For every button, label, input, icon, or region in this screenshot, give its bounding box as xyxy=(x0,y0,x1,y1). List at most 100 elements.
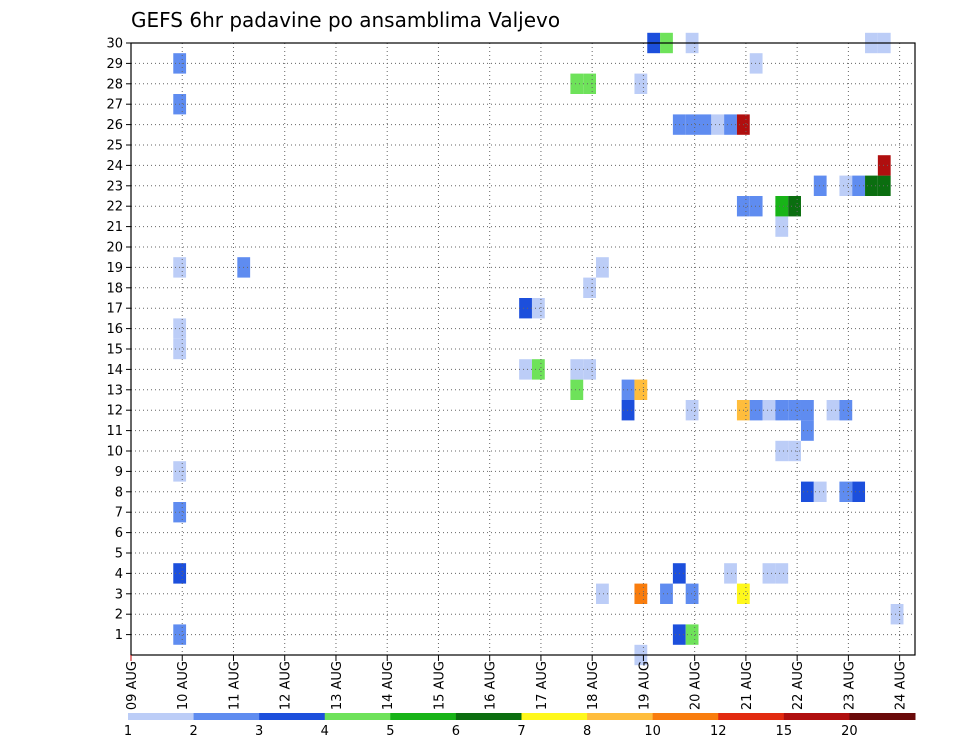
precip-cell xyxy=(839,481,853,502)
precip-cell xyxy=(634,583,648,604)
y-tick-label: 14 xyxy=(106,363,123,378)
colorbar-label: 20 xyxy=(841,724,858,739)
colorbar-label: 3 xyxy=(255,724,263,739)
y-tick-label: 19 xyxy=(106,261,123,276)
precip-cell xyxy=(621,400,635,421)
precip-cell xyxy=(621,379,635,400)
x-tick-label: 11 AUG xyxy=(227,661,242,710)
precip-cell xyxy=(852,481,866,502)
precip-cell xyxy=(724,563,737,584)
precip-cell xyxy=(519,359,532,380)
y-tick-label: 17 xyxy=(106,302,123,317)
colorbar-swatch xyxy=(390,713,457,720)
precip-cell xyxy=(749,400,763,421)
y-tick-label: 22 xyxy=(106,200,123,215)
precip-cell xyxy=(877,175,891,196)
x-tick-label: 15 AUG xyxy=(432,661,447,710)
precip-cell xyxy=(634,379,648,400)
colorbar-swatch xyxy=(521,713,588,720)
y-tick-label: 2 xyxy=(115,608,123,623)
colorbar-label: 15 xyxy=(776,724,793,739)
precip-cell xyxy=(583,277,597,298)
y-tick-label: 16 xyxy=(106,322,123,337)
y-tick-label: 4 xyxy=(115,567,123,582)
precip-cell xyxy=(762,563,776,584)
precip-cell xyxy=(813,481,827,502)
precip-cell xyxy=(685,114,699,135)
colorbar-label: 1 xyxy=(124,724,132,739)
x-tick-label: 13 AUG xyxy=(330,661,345,710)
precip-cell xyxy=(711,114,725,135)
y-tick-label: 18 xyxy=(106,281,123,296)
y-tick-label: 25 xyxy=(106,139,123,154)
y-tick-label: 5 xyxy=(115,547,123,562)
precip-cell xyxy=(890,604,904,625)
y-tick-label: 3 xyxy=(115,587,123,602)
x-tick-label: 12 AUG xyxy=(279,661,294,710)
x-tick-label: 10 AUG xyxy=(176,661,191,710)
precip-cell xyxy=(775,216,789,237)
precip-cell xyxy=(775,400,789,421)
precip-cell xyxy=(788,440,801,462)
colorbar-swatch xyxy=(652,713,719,720)
precip-cell xyxy=(685,400,699,421)
colorbar-label: 8 xyxy=(583,724,591,739)
precip-cell xyxy=(762,400,776,421)
colorbar-label: 2 xyxy=(189,724,197,739)
precip-cell xyxy=(531,298,545,319)
x-tick-label: 18 AUG xyxy=(586,661,601,710)
precip-cell xyxy=(788,196,801,217)
y-tick-label: 15 xyxy=(106,343,123,358)
cells-layer xyxy=(173,32,904,666)
precip-cell xyxy=(788,400,801,421)
chart-title: GEFS 6hr padavine po ansamblima Valjevo xyxy=(131,8,560,32)
x-tick-label: 17 AUG xyxy=(535,661,550,710)
y-axis: 1234567891011121314151617181920212223242… xyxy=(106,37,131,643)
precip-cell xyxy=(877,155,891,176)
colorbar: 1 2 3 4 5 6 7 8 10 12 15 20 xyxy=(124,713,916,739)
x-tick-label: 23 AUG xyxy=(842,661,857,710)
precip-cell xyxy=(570,359,584,380)
y-tick-label: 12 xyxy=(106,404,123,419)
colorbar-swatch xyxy=(259,713,326,720)
precip-cell xyxy=(531,359,545,380)
y-tick-label: 13 xyxy=(106,383,123,398)
y-tick-label: 10 xyxy=(106,445,123,460)
precip-cell xyxy=(698,114,712,135)
y-tick-label: 11 xyxy=(106,424,123,439)
y-tick-label: 8 xyxy=(115,485,123,500)
precip-cell xyxy=(519,298,532,319)
precip-cell xyxy=(570,379,584,400)
colorbar-label: 6 xyxy=(452,724,460,739)
y-tick-label: 30 xyxy=(106,37,123,52)
colorbar-swatch xyxy=(587,713,654,720)
precip-cell xyxy=(775,563,789,584)
colorbar-label: 12 xyxy=(710,724,727,739)
y-tick-label: 1 xyxy=(115,628,123,643)
precip-cell xyxy=(570,73,584,94)
precip-cell xyxy=(724,114,737,135)
precip-cell xyxy=(685,583,699,604)
precip-cell xyxy=(596,257,609,278)
precip-cell xyxy=(685,624,699,645)
y-tick-label: 27 xyxy=(106,98,123,113)
precip-cell xyxy=(775,196,789,217)
precip-cell xyxy=(634,73,648,94)
x-tick-label: 09 AUG xyxy=(125,661,140,710)
precip-cell xyxy=(826,400,840,421)
y-tick-label: 28 xyxy=(106,77,123,92)
y-tick-label: 21 xyxy=(106,220,123,235)
x-tick-label: 24 AUG xyxy=(894,661,909,710)
precip-cell xyxy=(583,359,597,380)
y-tick-label: 6 xyxy=(115,526,123,541)
colorbar-label: 4 xyxy=(321,724,329,739)
precip-cell xyxy=(583,73,597,94)
grid-layer xyxy=(131,42,915,655)
x-tick-label: 22 AUG xyxy=(791,661,806,710)
x-tick-label: 20 AUG xyxy=(689,661,704,710)
colorbar-swatch xyxy=(193,713,260,720)
colorbar-swatch xyxy=(718,713,785,720)
x-axis: 09 AUG 10 AUG 11 AUG 12 AUG 13 AUG 14 AUG 15 A… xyxy=(125,655,909,710)
